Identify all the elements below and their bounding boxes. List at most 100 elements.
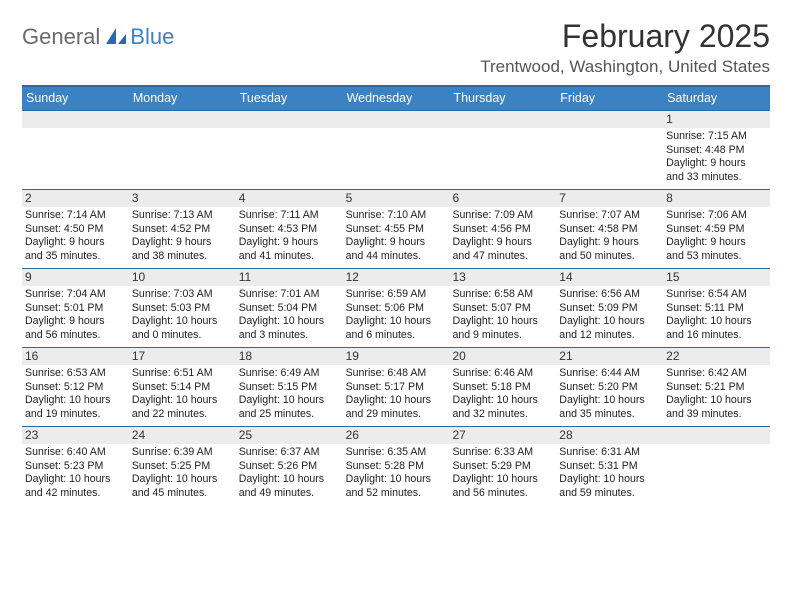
daylight-text: Daylight: 10 hours: [346, 394, 447, 408]
sunset-text: Sunset: 5:28 PM: [346, 460, 447, 474]
day-number: 25: [236, 427, 343, 444]
logo-text-blue: Blue: [130, 24, 174, 50]
daylight-text: Daylight: 10 hours: [25, 394, 126, 408]
day-cell: 22Sunrise: 6:42 AMSunset: 5:21 PMDayligh…: [663, 348, 770, 426]
dayname-wednesday: Wednesday: [343, 87, 450, 110]
day-cell: 24Sunrise: 6:39 AMSunset: 5:25 PMDayligh…: [129, 427, 236, 505]
sunrise-text: Sunrise: 6:51 AM: [132, 367, 233, 381]
daylight-text: and 22 minutes.: [132, 408, 233, 422]
day-number: 12: [343, 269, 450, 286]
sunset-text: Sunset: 5:17 PM: [346, 381, 447, 395]
location-text: Trentwood, Washington, United States: [480, 57, 770, 77]
title-block: February 2025 Trentwood, Washington, Uni…: [480, 18, 770, 77]
day-number: [663, 427, 770, 444]
day-number: 1: [663, 111, 770, 128]
sunrise-text: Sunrise: 7:03 AM: [132, 288, 233, 302]
sunset-text: Sunset: 5:18 PM: [452, 381, 553, 395]
daylight-text: Daylight: 9 hours: [346, 236, 447, 250]
day-cell: 23Sunrise: 6:40 AMSunset: 5:23 PMDayligh…: [22, 427, 129, 505]
sunset-text: Sunset: 5:29 PM: [452, 460, 553, 474]
day-number: [556, 111, 663, 128]
sunrise-text: Sunrise: 7:09 AM: [452, 209, 553, 223]
daylight-text: Daylight: 10 hours: [452, 473, 553, 487]
day-cell: 13Sunrise: 6:58 AMSunset: 5:07 PMDayligh…: [449, 269, 556, 347]
day-number: 20: [449, 348, 556, 365]
daylight-text: Daylight: 10 hours: [666, 394, 767, 408]
logo-sail-icon: [102, 26, 128, 48]
daylight-text: Daylight: 9 hours: [559, 236, 660, 250]
sunrise-text: Sunrise: 7:14 AM: [25, 209, 126, 223]
sunrise-text: Sunrise: 6:56 AM: [559, 288, 660, 302]
sunset-text: Sunset: 4:53 PM: [239, 223, 340, 237]
day-number: 4: [236, 190, 343, 207]
sunrise-text: Sunrise: 6:31 AM: [559, 446, 660, 460]
calendar-page: General Blue February 2025 Trentwood, Wa…: [0, 0, 792, 523]
sunset-text: Sunset: 5:01 PM: [25, 302, 126, 316]
day-number: [22, 111, 129, 128]
day-number: 9: [22, 269, 129, 286]
daylight-text: Daylight: 10 hours: [25, 473, 126, 487]
daylight-text: and 6 minutes.: [346, 329, 447, 343]
day-cell: 27Sunrise: 6:33 AMSunset: 5:29 PMDayligh…: [449, 427, 556, 505]
daylight-text: Daylight: 9 hours: [239, 236, 340, 250]
daylight-text: and 53 minutes.: [666, 250, 767, 264]
day-number: 5: [343, 190, 450, 207]
sunrise-text: Sunrise: 7:11 AM: [239, 209, 340, 223]
day-number: 23: [22, 427, 129, 444]
daylight-text: and 29 minutes.: [346, 408, 447, 422]
day-number: 8: [663, 190, 770, 207]
day-cell: 9Sunrise: 7:04 AMSunset: 5:01 PMDaylight…: [22, 269, 129, 347]
dayname-friday: Friday: [556, 87, 663, 110]
sunrise-text: Sunrise: 6:59 AM: [346, 288, 447, 302]
daylight-text: and 19 minutes.: [25, 408, 126, 422]
sunrise-text: Sunrise: 7:13 AM: [132, 209, 233, 223]
daylight-text: Daylight: 10 hours: [346, 315, 447, 329]
daylight-text: Daylight: 9 hours: [25, 236, 126, 250]
sunrise-text: Sunrise: 6:54 AM: [666, 288, 767, 302]
day-cell: 5Sunrise: 7:10 AMSunset: 4:55 PMDaylight…: [343, 190, 450, 268]
day-number: [236, 111, 343, 128]
daylight-text: Daylight: 9 hours: [452, 236, 553, 250]
day-number: 27: [449, 427, 556, 444]
week-row: 16Sunrise: 6:53 AMSunset: 5:12 PMDayligh…: [22, 347, 770, 426]
logo-text-general: General: [22, 24, 100, 50]
day-cell: [343, 111, 450, 189]
day-cell: 19Sunrise: 6:48 AMSunset: 5:17 PMDayligh…: [343, 348, 450, 426]
daylight-text: and 16 minutes.: [666, 329, 767, 343]
day-number: 18: [236, 348, 343, 365]
daylight-text: Daylight: 10 hours: [132, 473, 233, 487]
sunrise-text: Sunrise: 7:04 AM: [25, 288, 126, 302]
sunrise-text: Sunrise: 6:53 AM: [25, 367, 126, 381]
day-cell: 21Sunrise: 6:44 AMSunset: 5:20 PMDayligh…: [556, 348, 663, 426]
sunset-text: Sunset: 5:14 PM: [132, 381, 233, 395]
daylight-text: and 25 minutes.: [239, 408, 340, 422]
day-cell: [236, 111, 343, 189]
sunrise-text: Sunrise: 6:39 AM: [132, 446, 233, 460]
day-number: [343, 111, 450, 128]
daylight-text: and 50 minutes.: [559, 250, 660, 264]
daylight-text: and 45 minutes.: [132, 487, 233, 501]
day-number: 19: [343, 348, 450, 365]
day-cell: 20Sunrise: 6:46 AMSunset: 5:18 PMDayligh…: [449, 348, 556, 426]
sunrise-text: Sunrise: 7:07 AM: [559, 209, 660, 223]
sunset-text: Sunset: 4:59 PM: [666, 223, 767, 237]
day-cell: 6Sunrise: 7:09 AMSunset: 4:56 PMDaylight…: [449, 190, 556, 268]
sunset-text: Sunset: 5:09 PM: [559, 302, 660, 316]
sunset-text: Sunset: 4:50 PM: [25, 223, 126, 237]
sunset-text: Sunset: 4:52 PM: [132, 223, 233, 237]
day-cell: 14Sunrise: 6:56 AMSunset: 5:09 PMDayligh…: [556, 269, 663, 347]
day-cell: 17Sunrise: 6:51 AMSunset: 5:14 PMDayligh…: [129, 348, 236, 426]
day-number: 11: [236, 269, 343, 286]
week-row: 23Sunrise: 6:40 AMSunset: 5:23 PMDayligh…: [22, 426, 770, 505]
day-number: 10: [129, 269, 236, 286]
day-number: 16: [22, 348, 129, 365]
day-cell: 28Sunrise: 6:31 AMSunset: 5:31 PMDayligh…: [556, 427, 663, 505]
day-number: 3: [129, 190, 236, 207]
calendar-grid: Sunday Monday Tuesday Wednesday Thursday…: [22, 85, 770, 505]
sunset-text: Sunset: 5:15 PM: [239, 381, 340, 395]
daylight-text: and 59 minutes.: [559, 487, 660, 501]
daylight-text: Daylight: 10 hours: [559, 394, 660, 408]
day-cell: 4 Sunrise: 7:11 AMSunset: 4:53 PMDaylight…: [236, 190, 343, 268]
daylight-text: and 9 minutes.: [452, 329, 553, 343]
day-cell: [663, 427, 770, 505]
